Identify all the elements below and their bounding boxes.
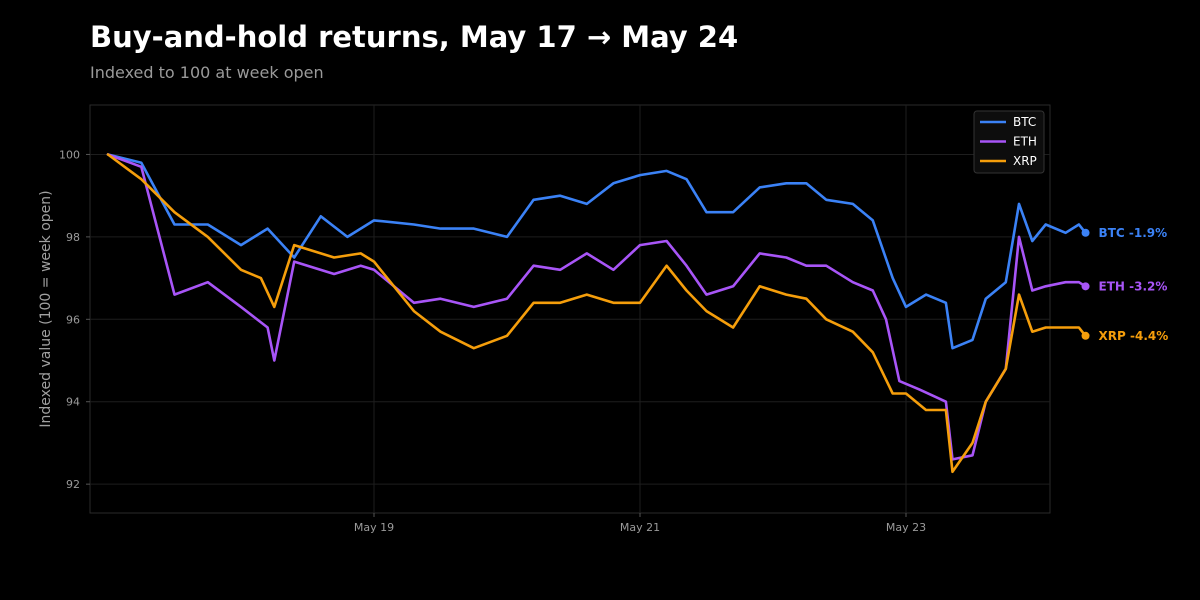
end-point-eth xyxy=(1081,282,1090,291)
legend-label-eth: ETH xyxy=(1013,135,1037,149)
legend-label-xrp: XRP xyxy=(1013,154,1037,168)
end-label-eth: ETH -3.2% xyxy=(1099,279,1168,293)
end-labels: BTC -1.9% ETH -3.2% XRP -4.4% xyxy=(1081,226,1169,343)
plot-area xyxy=(89,104,1051,514)
x-ticks: May 19 May 21 May 23 xyxy=(354,513,926,534)
x-tick-label: May 19 xyxy=(354,521,394,534)
grid xyxy=(90,105,1050,513)
x-tick-label: May 23 xyxy=(886,521,926,534)
y-tick-label: 96 xyxy=(66,313,80,326)
end-label-xrp: XRP -4.4% xyxy=(1099,329,1169,343)
legend-label-btc: BTC xyxy=(1013,115,1036,129)
y-tick-label: 100 xyxy=(59,148,80,161)
series-line-xrp xyxy=(106,153,1087,474)
x-tick-label: May 21 xyxy=(620,521,660,534)
legend-box xyxy=(973,110,1045,174)
series-lines xyxy=(106,153,1087,474)
end-label-btc: BTC -1.9% xyxy=(1099,226,1168,240)
y-tick-label: 94 xyxy=(66,396,80,409)
chart-title: Buy-and-hold returns, May 17 → May 24 xyxy=(90,20,739,54)
y-tick-label: 92 xyxy=(66,478,80,491)
end-point-btc xyxy=(1081,228,1090,237)
y-ticks: 92 94 96 98 100 xyxy=(59,148,90,491)
series-line-btc xyxy=(106,153,1087,350)
end-point-xrp xyxy=(1081,331,1090,340)
y-axis-label: Indexed value (100 = week open) xyxy=(38,190,54,427)
chart-subtitle: Indexed to 100 at week open xyxy=(90,63,324,82)
y-tick-label: 98 xyxy=(66,231,80,244)
legend: BTC ETH XRP xyxy=(973,110,1045,174)
